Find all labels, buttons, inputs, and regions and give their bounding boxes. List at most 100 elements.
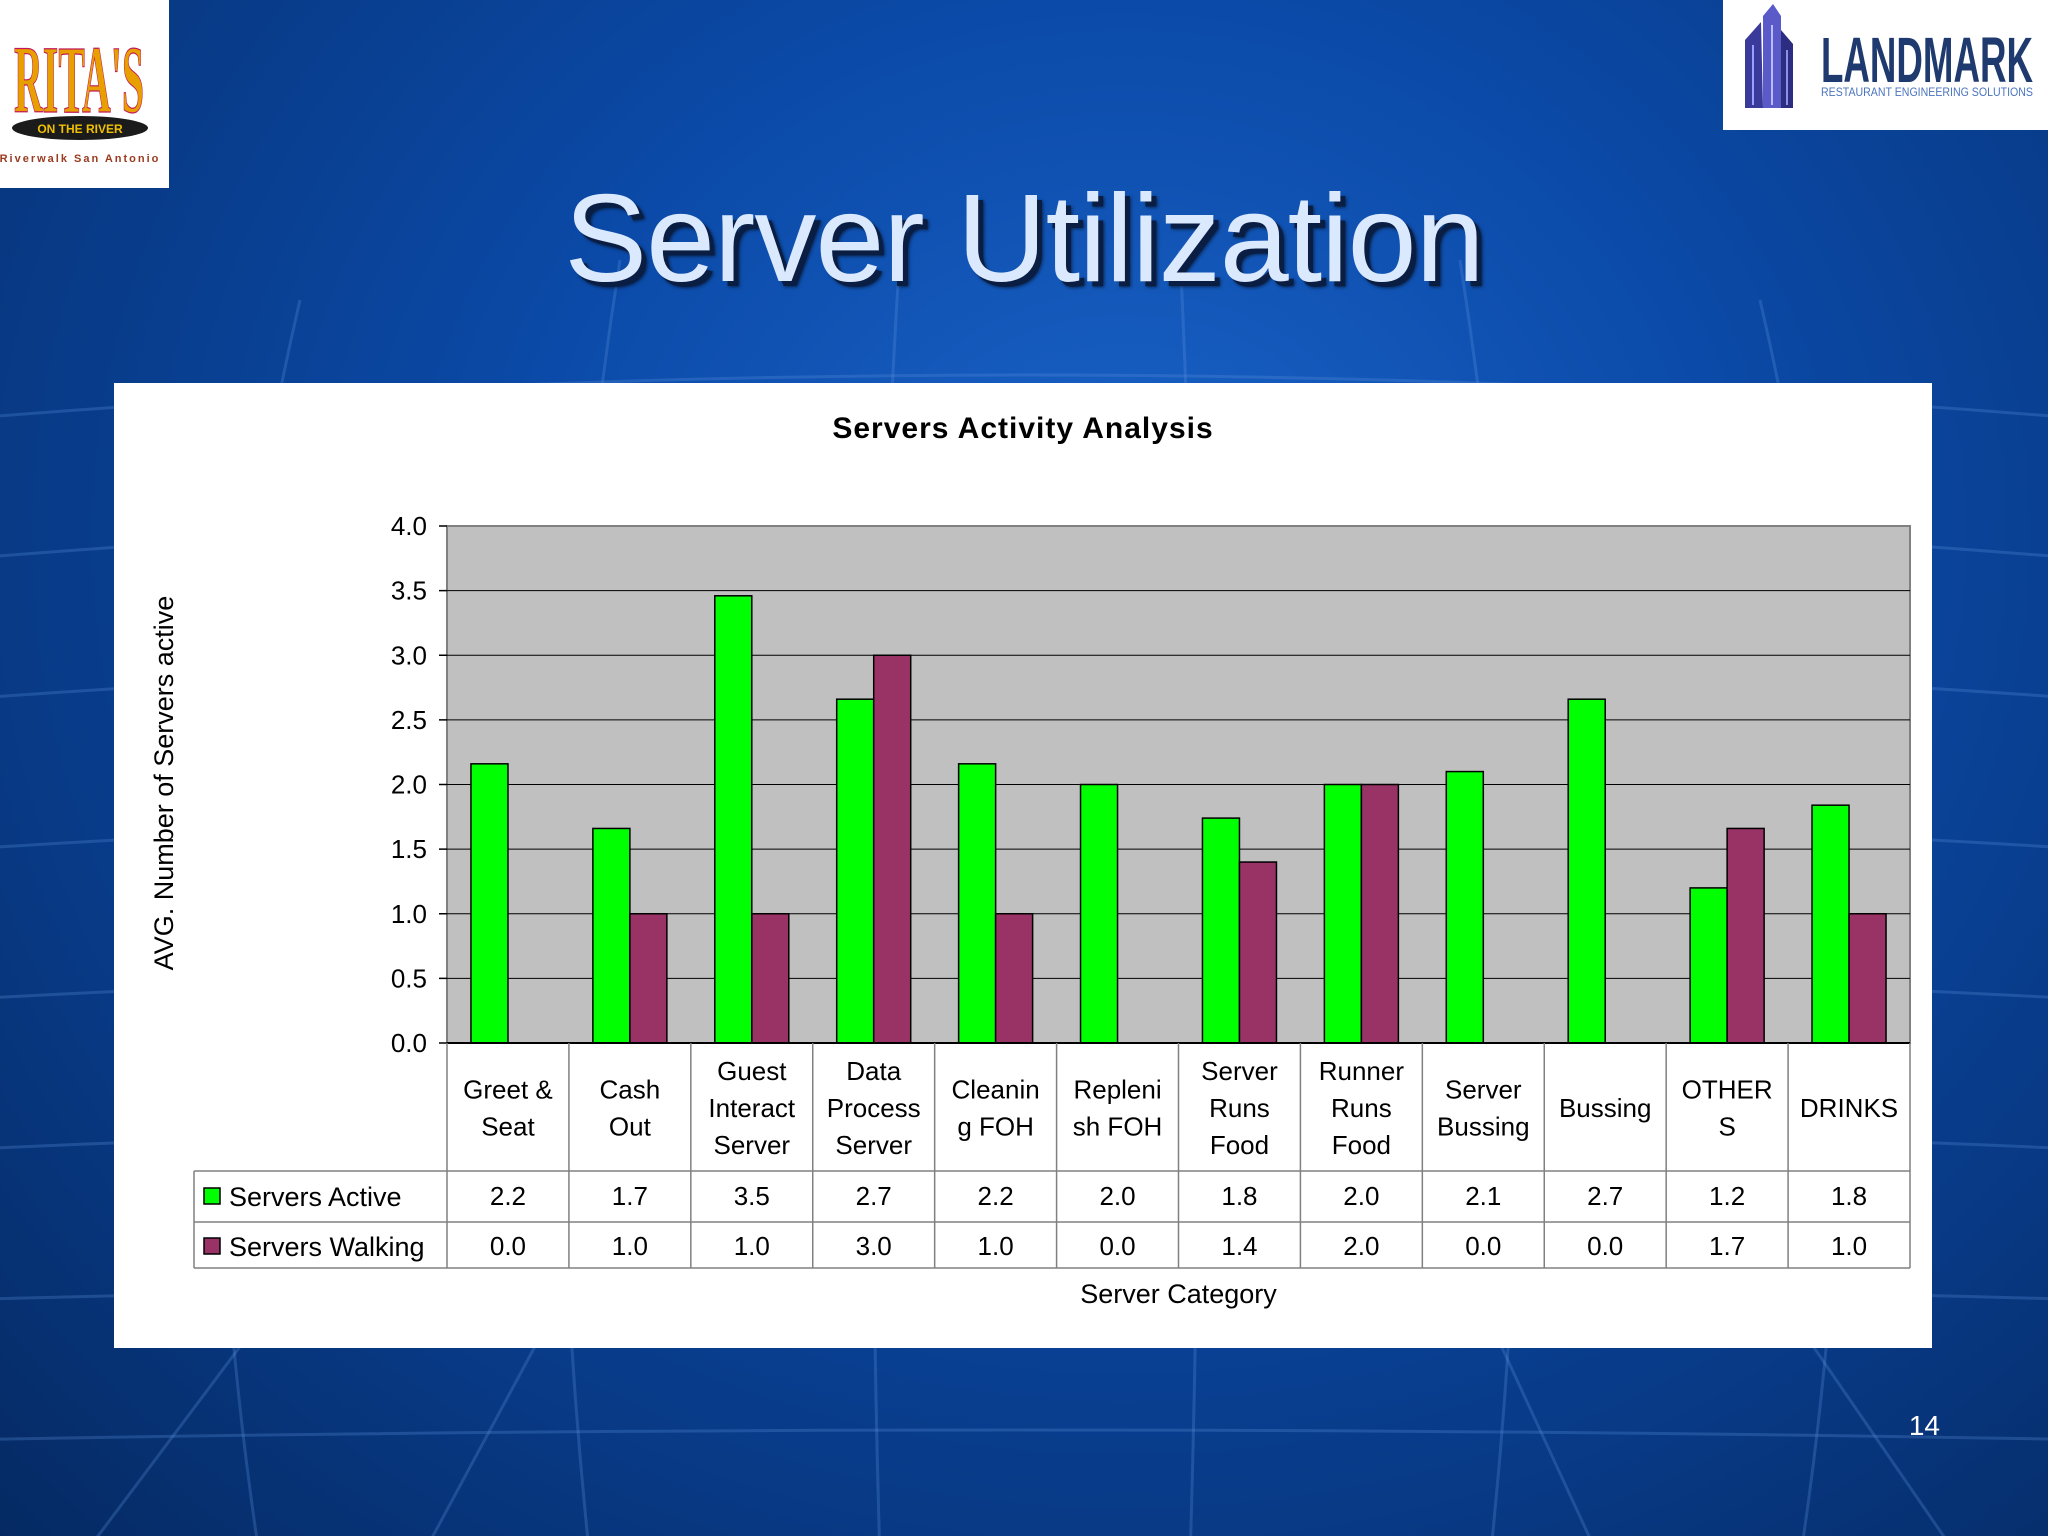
category-label: DRINKS [1800, 1093, 1898, 1123]
data-label: 0.0 [1099, 1231, 1135, 1261]
bar-active [592, 827, 631, 1044]
slide-number: 14 [1908, 1410, 1940, 1441]
bar-walking [1848, 913, 1887, 1044]
bar-active [1323, 783, 1363, 1044]
data-label: 0.0 [1465, 1231, 1501, 1261]
category-label: g FOH [957, 1112, 1034, 1142]
category-label: Bussing [1437, 1112, 1530, 1142]
bar-active [957, 763, 997, 1044]
bar-active [1567, 698, 1606, 1044]
category-label: Server [1445, 1075, 1522, 1105]
data-label: 0.0 [490, 1231, 526, 1261]
category-label: Bussing [1559, 1093, 1652, 1123]
category-label: Runs [1209, 1093, 1270, 1123]
bar-active [835, 698, 875, 1044]
data-label: 1.7 [1709, 1231, 1745, 1261]
category-label: Process [827, 1093, 921, 1123]
bar-walking [1360, 783, 1400, 1044]
landmark-logo: LANDMARK RESTAURANT ENGINEERING SOLUTION… [1723, 0, 2048, 130]
bar-chart: Servers Activity Analysis 0.0 0.5 1.0 1.5 2.0… [149, 412, 1911, 1309]
legend-label: Servers Active [229, 1182, 402, 1212]
data-label: 1.2 [1709, 1181, 1745, 1211]
legend-label: Servers Walking [229, 1232, 425, 1262]
category-label: Greet & [463, 1075, 553, 1105]
slide-title: Server Utilization [564, 170, 1484, 308]
svg-text:RESTAURANT ENGINEERING SOLUTIO: RESTAURANT ENGINEERING SOLUTIONS [1821, 85, 2033, 99]
bar-active [1445, 770, 1485, 1044]
category-label: Guest [717, 1056, 787, 1086]
bar-walking [629, 913, 668, 1044]
data-label: 2.1 [1465, 1181, 1501, 1211]
data-label: 2.0 [1343, 1231, 1379, 1261]
svg-text:RITA'S: RITA'S [14, 26, 144, 133]
category-label: Repleni [1073, 1075, 1161, 1105]
category-label: sh FOH [1073, 1112, 1163, 1142]
bar-active [1811, 804, 1850, 1044]
data-label: 3.5 [734, 1181, 770, 1211]
y-axis-label: AVG. Number of Servers active [149, 596, 179, 971]
svg-text:ON THE RIVER: ON THE RIVER [37, 122, 123, 136]
data-label: 1.0 [734, 1231, 770, 1261]
y-tick-label: 3.0 [391, 640, 427, 670]
category-label: Interact [708, 1093, 795, 1123]
chart-title: Servers Activity Analysis [832, 412, 1213, 445]
data-label: 1.0 [612, 1231, 648, 1261]
category-label: Server [714, 1130, 791, 1160]
y-tick-label: 4.0 [391, 511, 427, 541]
bar-active [1079, 783, 1119, 1044]
category-label: Data [846, 1056, 901, 1086]
category-label: Runs [1331, 1093, 1392, 1123]
data-label: 2.0 [1099, 1181, 1135, 1211]
legend-swatch [203, 1237, 221, 1255]
y-tick-label: 1.0 [391, 899, 427, 929]
chart-panel: Servers Activity Analysis 0.0 0.5 1.0 1.5 2.0… [114, 383, 1932, 1348]
y-tick-label: 2.0 [391, 770, 427, 800]
data-table [193, 1043, 1911, 1269]
ritas-logo: RITA'S RITA'S ON THE RIVER Riverwalk San… [0, 0, 169, 188]
y-tick-label: 0.0 [391, 1028, 427, 1058]
bar-active [1201, 817, 1241, 1044]
data-label: 3.0 [856, 1231, 892, 1261]
y-tick-label: 0.5 [391, 963, 427, 993]
bar-active [470, 763, 509, 1044]
y-tick-label: 3.5 [391, 576, 427, 606]
bar-active [714, 595, 753, 1044]
category-label: Cleanin [952, 1075, 1040, 1105]
bar-walking [1726, 827, 1765, 1044]
y-tick-label: 2.5 [391, 705, 427, 735]
data-label: 1.4 [1221, 1231, 1257, 1261]
svg-text:LANDMARK: LANDMARK [1821, 24, 2033, 96]
category-label: Runner [1319, 1056, 1405, 1086]
data-label: 1.8 [1831, 1181, 1867, 1211]
category-label: Cash [600, 1075, 661, 1105]
svg-text:Riverwalk San Antonio: Riverwalk San Antonio [0, 153, 160, 165]
building-icon [1745, 4, 1793, 108]
x-axis-label: Server Category [1080, 1279, 1277, 1309]
category-label: Out [609, 1112, 652, 1142]
category-label: Seat [481, 1112, 535, 1142]
bar-walking [872, 654, 912, 1044]
data-label: 0.0 [1587, 1231, 1623, 1261]
category-label: S [1718, 1112, 1735, 1142]
legend-swatch [203, 1187, 221, 1205]
bar-walking [994, 913, 1034, 1044]
bar-active [1689, 887, 1728, 1044]
data-label: 1.8 [1221, 1181, 1257, 1211]
data-label: 2.2 [490, 1181, 526, 1211]
category-label: Server [1201, 1056, 1278, 1086]
bar-walking [751, 913, 790, 1044]
svg-text:RITA'S: RITA'S [14, 26, 144, 133]
category-label: Food [1210, 1130, 1269, 1160]
bar-walking [1238, 861, 1278, 1044]
data-label: 2.7 [1587, 1181, 1623, 1211]
data-label: 1.0 [978, 1231, 1014, 1261]
data-label: 1.7 [612, 1181, 648, 1211]
data-label: 1.0 [1831, 1231, 1867, 1261]
category-label: OTHER [1682, 1075, 1773, 1105]
category-label: Server [835, 1130, 912, 1160]
data-label: 2.7 [856, 1181, 892, 1211]
data-label: 2.0 [1343, 1181, 1379, 1211]
data-label: 2.2 [978, 1181, 1014, 1211]
category-label: Food [1332, 1130, 1391, 1160]
y-tick-label: 1.5 [391, 834, 427, 864]
